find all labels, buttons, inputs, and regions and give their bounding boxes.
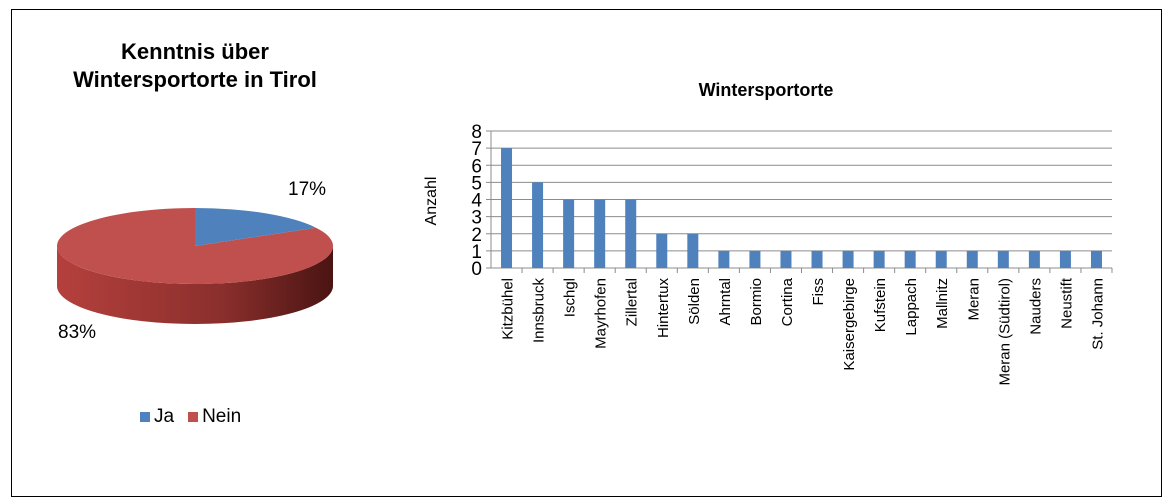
bar [532,182,544,268]
x-tick-label: Kaisergebirge [841,278,858,371]
legend-swatch-ja [140,412,150,422]
bar [997,250,1009,268]
x-tick-label: Hintertux [655,278,672,339]
pie-chart: 17% 83% [57,179,334,343]
bar [563,199,575,268]
x-tick-label: Mayrhofen [593,278,610,349]
y-tick-label: 3 [471,208,482,229]
bar [687,233,699,268]
x-tick-label: Nauders [1027,278,1044,335]
y-tick-label: 6 [471,156,482,177]
x-tick-label: Fiss [810,278,827,306]
x-tick-label: Ischgl [562,278,579,317]
y-tick-label: 5 [471,173,482,194]
x-tick-label: Innsbruck [531,278,548,344]
x-tick-label: St. Johann [1089,278,1106,350]
x-tick-label: Zillertal [624,278,641,326]
bar [780,250,792,268]
x-tick-label: Mallnitz [934,278,951,329]
x-tick-label: Meran [965,278,982,321]
y-axis-label: Anzahl [423,177,440,226]
x-tick-label: Lappach [903,278,920,336]
x-tick-label: Bormio [748,278,765,326]
legend-item-nein: Nein [188,406,241,428]
legend-item-ja: Ja [140,406,174,428]
bar [594,199,606,268]
pie-side-nein [57,246,333,324]
bar [811,250,823,268]
x-tick-label: Neustift [1058,277,1075,329]
pie-slice-ja [195,208,316,246]
bar [842,250,854,268]
bar [501,148,513,268]
pie-data-label-ja: 17% [288,179,326,200]
bar-chart: Wintersportorte Anzahl Kitzbühel Innsbruc… [423,80,1113,386]
bar [1090,250,1102,268]
y-tick-label: 2 [471,225,482,246]
legend-label-ja: Ja [154,406,175,427]
bar [873,250,885,268]
legend-label-nein: Nein [202,406,242,427]
y-tick-label: 4 [471,191,482,212]
x-tick-label: Ahrntal [717,278,734,326]
x-tick-label: Meran (Südtirol) [996,278,1013,386]
bar [1028,250,1040,268]
x-tick-label: Cortina [779,277,796,326]
bar-chart-title: Wintersportorte [699,80,834,100]
y-tick-label: 8 [471,122,482,143]
bar [935,250,947,268]
x-tick-label: Kufstein [872,278,889,332]
x-tick-label: Sölden [686,278,703,325]
y-tick-label: 0 [471,259,482,280]
legend-swatch-nein [188,412,199,422]
bar [749,250,761,268]
pie-data-label-nein: 83% [58,322,96,343]
bar [718,250,730,268]
bar [966,250,978,268]
x-tick-label: Kitzbühel [500,278,517,340]
bar [1059,250,1071,268]
y-tick-label: 1 [471,242,482,263]
pie-slice-nein [57,208,334,285]
bar [625,199,637,268]
y-tick-label: 7 [471,139,482,160]
bar [904,250,916,268]
pie-legend: Ja Nein [140,406,249,428]
bar [656,233,668,268]
pie-chart-title: Kenntnis über Wintersportorte in Tirol [73,39,317,92]
